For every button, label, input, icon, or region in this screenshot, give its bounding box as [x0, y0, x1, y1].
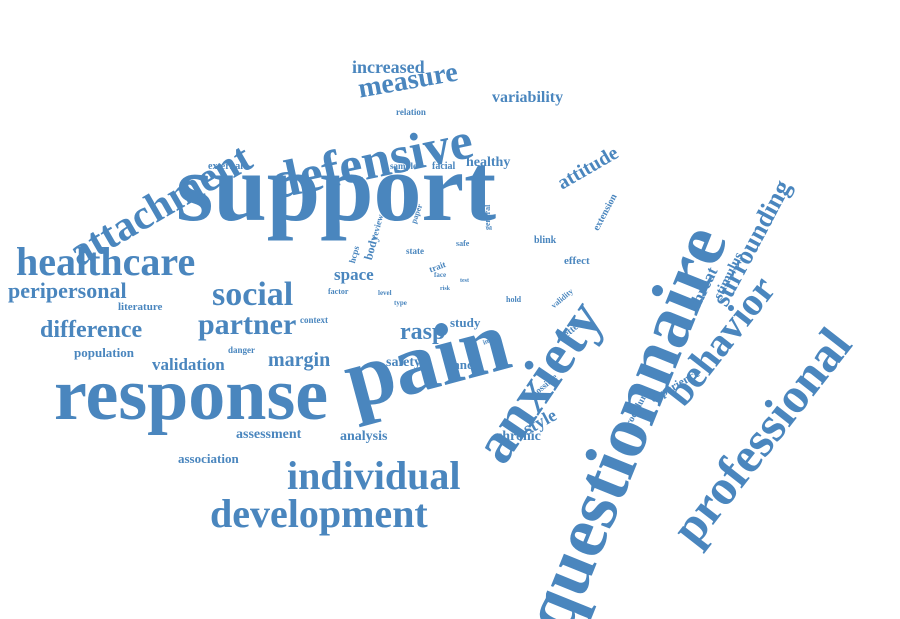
word-hand: hand [446, 357, 475, 372]
word-risk: risk [440, 286, 451, 292]
word-healthcare: healthcare [16, 239, 196, 284]
word-analysis: analysis [340, 429, 388, 444]
word-validation: validation [152, 355, 225, 374]
word-variability: variability [492, 89, 564, 106]
word-relation: relation [396, 107, 426, 117]
word-external: external [208, 161, 243, 172]
word-type: type [394, 299, 407, 307]
word-individual: individual [287, 453, 461, 498]
word-healthy: healthy [466, 155, 511, 170]
word-context: context [300, 315, 328, 325]
word-factor: factor [328, 287, 349, 296]
word-face: face [434, 271, 447, 279]
word-hold: hold [506, 295, 522, 304]
word-facial: facial [432, 161, 456, 172]
word-danger: danger [228, 345, 255, 355]
word-effect: effect [564, 255, 590, 267]
word-population: population [74, 345, 134, 360]
word-assessment: assessment [236, 427, 302, 442]
word-safe: safe [456, 239, 470, 248]
word-rasp: rasp [400, 319, 446, 345]
word-study: study [450, 315, 481, 330]
word-level: level [378, 289, 392, 297]
word-margin: margin [268, 349, 331, 371]
word-development: development [210, 491, 428, 536]
word-safety: safety [386, 355, 421, 370]
word-difference: difference [40, 317, 143, 343]
word-increased: increased [352, 57, 425, 77]
word-response: response [54, 354, 329, 436]
word-sample: sample [390, 161, 417, 171]
word-chronic: chronic [496, 429, 541, 444]
word-state: state [406, 246, 424, 256]
word-space: space [334, 265, 374, 284]
word-attitude: attitude [553, 141, 623, 195]
word-blink: blink [534, 235, 557, 246]
word-peripersonal: peripersonal [8, 278, 127, 303]
word-literature: literature [118, 301, 163, 313]
word-partner: partner [198, 308, 297, 341]
word-support: support [176, 134, 497, 241]
word-social: social [212, 276, 294, 313]
word-general: general [483, 204, 492, 230]
word-association: association [178, 451, 239, 466]
word-hcps: hcps [347, 244, 362, 265]
word-extension: extension [591, 192, 620, 233]
word-test: test [460, 278, 469, 284]
